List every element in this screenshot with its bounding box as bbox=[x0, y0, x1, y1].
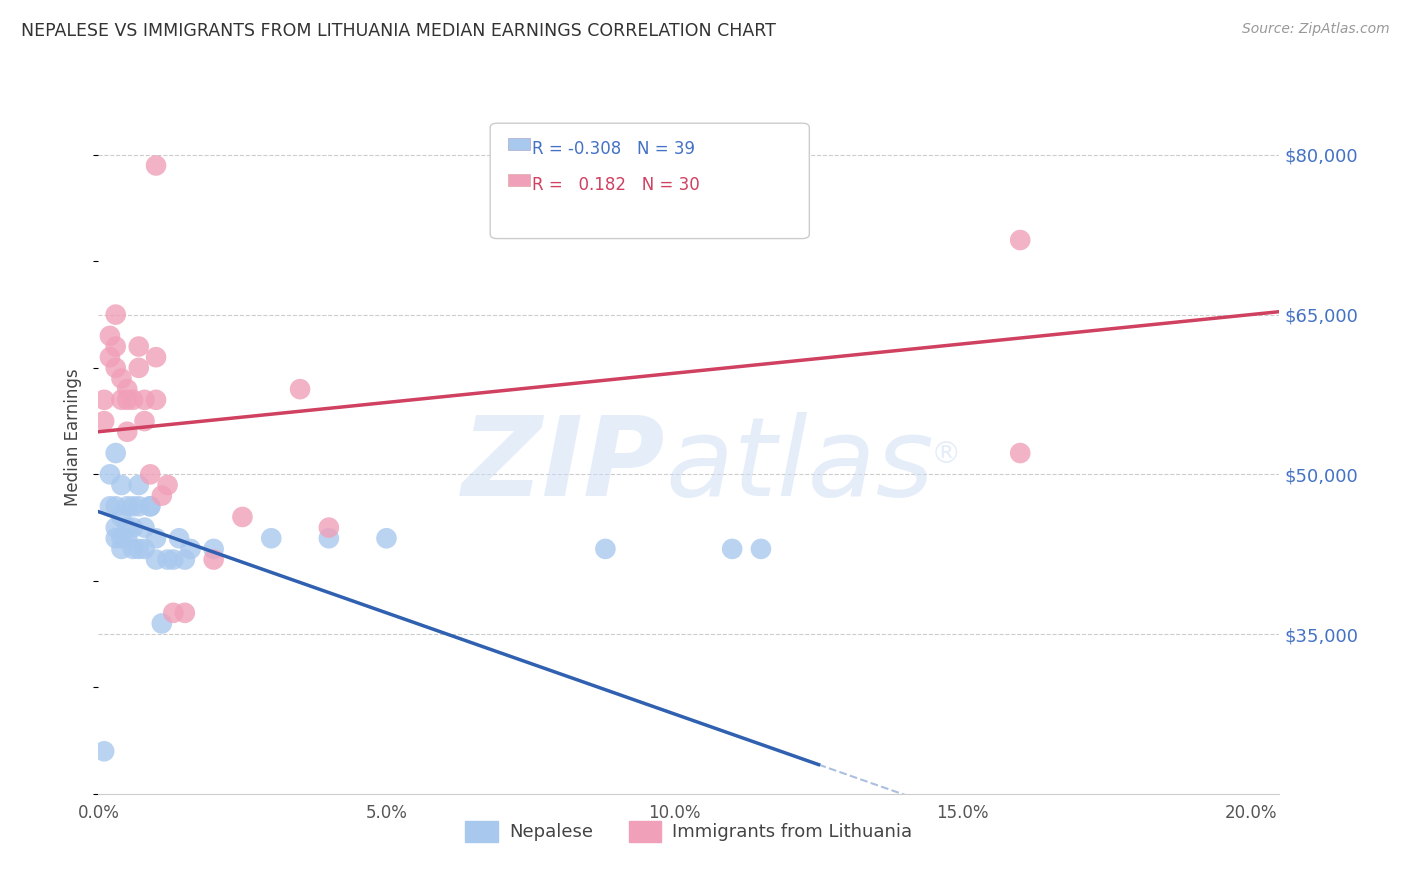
Point bbox=[150, 489, 173, 503]
Point bbox=[104, 500, 127, 514]
Point bbox=[749, 541, 772, 556]
Text: ®: ® bbox=[931, 441, 962, 469]
Point bbox=[128, 500, 150, 514]
Point bbox=[104, 340, 127, 354]
Point bbox=[128, 340, 150, 354]
Point bbox=[156, 552, 179, 566]
Point bbox=[145, 392, 167, 407]
Text: Source: ZipAtlas.com: Source: ZipAtlas.com bbox=[1241, 22, 1389, 37]
Point bbox=[104, 446, 127, 460]
Text: ZIP: ZIP bbox=[461, 412, 665, 519]
Point bbox=[721, 541, 744, 556]
Point bbox=[1010, 233, 1032, 247]
Point bbox=[134, 520, 156, 534]
Point bbox=[115, 500, 138, 514]
Point bbox=[156, 478, 179, 492]
Point bbox=[134, 414, 156, 428]
Text: R = -0.308   N = 39: R = -0.308 N = 39 bbox=[531, 140, 695, 158]
Point bbox=[115, 531, 138, 545]
Point bbox=[104, 531, 127, 545]
Point bbox=[128, 360, 150, 375]
Point bbox=[115, 520, 138, 534]
Point bbox=[122, 541, 145, 556]
Point bbox=[110, 531, 132, 545]
Point bbox=[202, 541, 225, 556]
Point bbox=[122, 520, 145, 534]
Point bbox=[288, 382, 311, 396]
Point bbox=[145, 159, 167, 173]
Point bbox=[162, 552, 184, 566]
Point bbox=[122, 392, 145, 407]
Point bbox=[98, 467, 121, 482]
Y-axis label: Median Earnings: Median Earnings bbox=[65, 368, 83, 506]
Point bbox=[98, 329, 121, 343]
Point bbox=[167, 531, 190, 545]
Point bbox=[139, 500, 162, 514]
Text: atlas: atlas bbox=[665, 412, 934, 519]
Point bbox=[93, 392, 115, 407]
Point bbox=[202, 552, 225, 566]
Point bbox=[173, 606, 195, 620]
Point bbox=[173, 552, 195, 566]
Point bbox=[110, 371, 132, 385]
Point bbox=[162, 606, 184, 620]
Point bbox=[98, 500, 121, 514]
Point bbox=[231, 510, 253, 524]
Text: NEPALESE VS IMMIGRANTS FROM LITHUANIA MEDIAN EARNINGS CORRELATION CHART: NEPALESE VS IMMIGRANTS FROM LITHUANIA ME… bbox=[21, 22, 776, 40]
Point bbox=[595, 541, 617, 556]
Point bbox=[180, 541, 202, 556]
Point bbox=[134, 541, 156, 556]
Point bbox=[115, 392, 138, 407]
Point bbox=[110, 541, 132, 556]
Text: R =   0.182   N = 30: R = 0.182 N = 30 bbox=[531, 176, 699, 194]
Point bbox=[260, 531, 283, 545]
Point bbox=[145, 350, 167, 364]
Point bbox=[110, 510, 132, 524]
Point bbox=[98, 350, 121, 364]
Point bbox=[139, 500, 162, 514]
Point bbox=[104, 520, 127, 534]
Point bbox=[104, 360, 127, 375]
Point bbox=[93, 414, 115, 428]
Point bbox=[128, 478, 150, 492]
Point bbox=[150, 616, 173, 631]
Point bbox=[128, 541, 150, 556]
Point bbox=[134, 392, 156, 407]
Point bbox=[115, 382, 138, 396]
Point bbox=[122, 500, 145, 514]
Point bbox=[110, 478, 132, 492]
Legend: Nepalese, Immigrants from Lithuania: Nepalese, Immigrants from Lithuania bbox=[458, 814, 920, 849]
Point bbox=[145, 531, 167, 545]
Point bbox=[318, 520, 340, 534]
Point bbox=[1010, 446, 1032, 460]
Point bbox=[145, 552, 167, 566]
Point bbox=[110, 392, 132, 407]
Point bbox=[318, 531, 340, 545]
Point bbox=[139, 467, 162, 482]
Point bbox=[104, 308, 127, 322]
Point bbox=[93, 744, 115, 758]
Point bbox=[115, 425, 138, 439]
Point bbox=[375, 531, 398, 545]
